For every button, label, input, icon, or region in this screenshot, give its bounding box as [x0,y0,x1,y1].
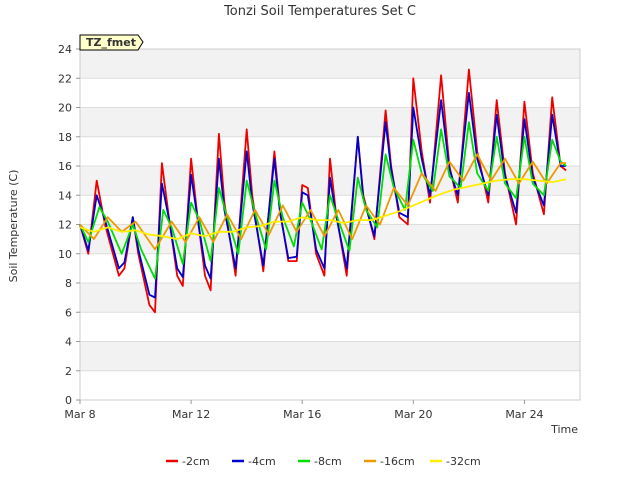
plot-band [80,49,580,79]
x-tick-label: Mar 20 [394,408,432,421]
x-tick-label: Mar 8 [64,408,95,421]
y-tick-label: 2 [65,365,72,378]
x-tick-label: Mar 16 [283,408,321,421]
legend-item: -2cm [166,455,210,468]
series-line-minus-16cm [79,153,567,251]
legend-label: -32cm [446,455,481,468]
plot-band [80,283,580,313]
legend-label: -4cm [248,455,276,468]
legend-label: -2cm [182,455,210,468]
y-tick-label: 20 [58,102,72,115]
plot-band [80,107,580,137]
y-tick-label: 22 [58,72,72,85]
chart-title: Tonzi Soil Temperatures Set C [223,4,416,19]
legend-label: -16cm [380,455,415,468]
legend-label: -8cm [314,455,342,468]
y-tick-label: 24 [58,43,72,56]
y-tick-label: 12 [58,219,72,232]
plot-band [80,341,580,371]
y-axis-label: Soil Temperature (C) [7,170,20,283]
legend-item: -32cm [430,455,481,468]
plot-band [80,253,580,283]
plot-band [80,312,580,342]
y-tick-label: 6 [65,306,72,319]
x-axis-label: Time [550,423,578,436]
plot-band [80,224,580,254]
legend-item: -4cm [232,455,276,468]
x-tick-label: Mar 12 [172,408,210,421]
series-line-minus-8cm [79,121,567,280]
y-tick-label: 18 [58,131,72,144]
y-tick-label: 10 [58,248,72,261]
site-badge-label: TZ_fmet [86,36,136,49]
y-tick-label: 14 [58,189,72,202]
y-tick-label: 8 [65,277,72,290]
x-tick-label: Mar 24 [505,408,543,421]
x-axis: Mar 8 Mar 12 Mar 16 Mar 20 Mar 24 [64,400,544,421]
y-tick-label: 0 [65,394,72,407]
series-layer [79,68,567,314]
plot-band [80,78,580,108]
series-line-minus-32cm [79,178,567,240]
y-tick-label: 16 [58,160,72,173]
legend-item: -16cm [364,455,415,468]
legend: -2cm -4cm -8cm -16cm -32cm [166,455,481,468]
plot-band [80,370,580,400]
y-tick-label: 4 [65,336,72,349]
legend-item: -8cm [298,455,342,468]
site-badge: TZ_fmet [79,34,144,51]
